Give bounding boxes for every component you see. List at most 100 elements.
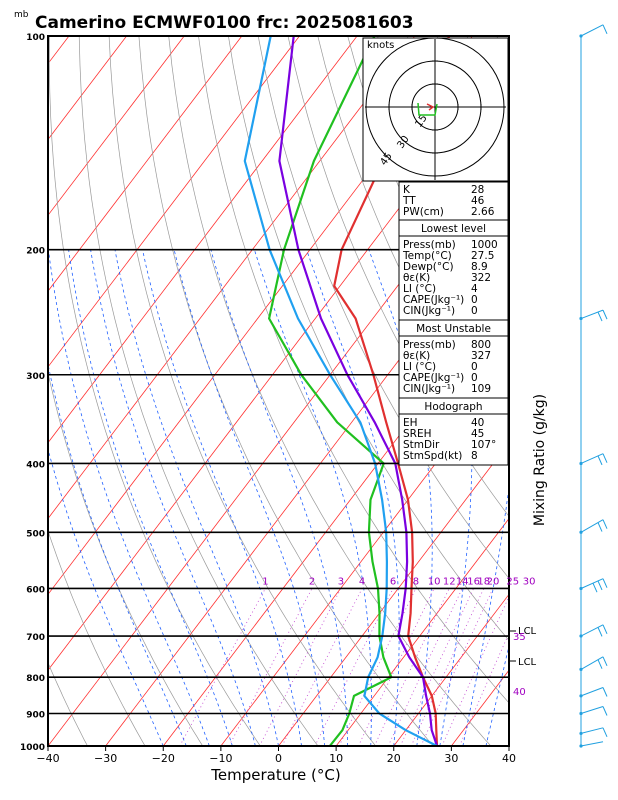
mixing-ratio-line [281, 588, 363, 746]
isotherm [48, 36, 300, 368]
index-value: 800 [471, 339, 491, 351]
pressure-tick-label: 700 [26, 633, 45, 643]
index-value: 45 [471, 428, 484, 440]
index-name: StmDir [403, 439, 440, 451]
wind-barb-flag [597, 455, 603, 466]
wind-barb-staff [580, 687, 604, 697]
index-name: Press(mb) [403, 239, 456, 251]
index-value: 8 [471, 450, 478, 462]
wind-barb-staff [580, 706, 604, 714]
mixing-ratio-label: 8 [413, 576, 419, 587]
wind-barb-staff [580, 519, 604, 533]
mixing-ratio-label: 14 [456, 576, 469, 587]
index-name: CIN(Jkg⁻¹) [403, 383, 455, 395]
lcl-label: LCL [518, 657, 537, 668]
mixing-ratio-label: 18 [477, 576, 490, 587]
dry-adiabat [228, 36, 509, 642]
wind-barb-flag [602, 453, 608, 463]
dry-adiabat [138, 36, 434, 746]
isotherm [335, 517, 509, 746]
index-name: StmSpd(kt) [403, 450, 462, 462]
index-value: 0 [471, 294, 478, 306]
index-name: CAPE(Jkg⁻¹) [403, 294, 464, 306]
wind-barb-staff [580, 741, 604, 747]
chart-title: Camerino ECMWF0100 frc: 2025081603 [35, 13, 414, 33]
moist-adiabat [439, 249, 473, 746]
wind-barb-staff [580, 727, 604, 734]
index-value: 327 [471, 350, 491, 362]
wind-barb-staff [580, 578, 604, 589]
dry-adiabat [527, 36, 618, 746]
mixing-ratio-label: 20 [487, 576, 500, 587]
wind-barb-flag [597, 311, 603, 322]
wind-barb-flag [602, 309, 608, 320]
wind-barbs [579, 24, 608, 748]
wind-barb-flag [597, 659, 603, 669]
wind-barb-flag [592, 582, 598, 593]
moist-adiabat [508, 744, 509, 746]
pressure-tick-label: 200 [26, 247, 45, 257]
index-name: θε(K) [403, 350, 430, 362]
index-value: 46 [471, 195, 485, 207]
x-tick-label: −10 [209, 752, 232, 765]
dry-adiabat [48, 36, 261, 746]
mixing-ratio-line [259, 588, 342, 746]
index-value: 322 [471, 272, 491, 284]
wind-barb-flag [602, 727, 608, 738]
lcl-label: LCL [518, 626, 537, 637]
index-name: Temp(°C) [402, 250, 452, 262]
moist-adiabat [90, 249, 256, 746]
dry-adiabat [586, 36, 618, 746]
isotherm [48, 36, 358, 444]
mixing-ratio-line [338, 588, 417, 746]
hodograph: knots 15 30 45 [362, 37, 509, 182]
indices-section-box [398, 397, 509, 466]
pressure-tick-label: 100 [26, 33, 45, 43]
theta-e-label: 35 [513, 632, 526, 643]
x-tick-label: 40 [502, 752, 516, 765]
mixing-ratio-label: 4 [359, 576, 365, 587]
x-axis-label: Temperature (°C) [210, 766, 340, 784]
mixing-ratio-label: 3 [338, 576, 344, 587]
mixing-ratio-line [228, 588, 313, 746]
index-name: CAPE(Jkg⁻¹) [403, 372, 464, 384]
index-value: 1000 [471, 239, 498, 251]
dry-adiabat [108, 36, 376, 746]
wind-barb-staff [580, 309, 604, 320]
index-value: 0 [471, 361, 478, 373]
mixing-ratio-line [441, 595, 509, 746]
index-value: 109 [471, 383, 491, 395]
x-tick-label: −20 [152, 752, 175, 765]
mixing-ratio-label: 2 [309, 576, 315, 587]
index-value: 4 [471, 283, 478, 295]
moist-adiabat [114, 249, 279, 746]
indices-section-title: Hodograph [424, 401, 482, 413]
x-tick-label: −30 [94, 752, 117, 765]
index-name: LI (°C) [403, 283, 436, 295]
isotherm [105, 214, 509, 746]
wind-barb-staff [580, 24, 604, 37]
index-name: K [403, 184, 411, 196]
isotherm [48, 36, 127, 141]
wind-barb-flag [602, 656, 608, 666]
wind-barb-flag [602, 706, 608, 716]
indices-table: K 28 TT 46 PW(cm) 2.66 Lowest level Press(mb) 10… [398, 181, 509, 466]
wind-barb-flag [602, 24, 608, 35]
index-value: 107° [471, 439, 496, 451]
index-name: TT [402, 195, 416, 207]
dry-adiabat [257, 36, 509, 579]
dry-adiabat [48, 371, 203, 746]
dry-adiabat [48, 661, 88, 746]
pressure-tick-label: 1000 [20, 743, 45, 753]
wind-barb-staff [580, 656, 604, 670]
mixing-ratio-label: 16 [467, 576, 480, 587]
moist-adiabat [48, 362, 187, 746]
index-value: 8.9 [471, 261, 488, 273]
mixing-ratio-label: 12 [443, 576, 456, 587]
wind-barb-staff [580, 624, 604, 637]
pressure-tick-label: 800 [26, 674, 45, 684]
index-name: Press(mb) [403, 339, 456, 351]
storm-motion-marker [426, 103, 435, 111]
dry-adiabat [287, 36, 509, 517]
